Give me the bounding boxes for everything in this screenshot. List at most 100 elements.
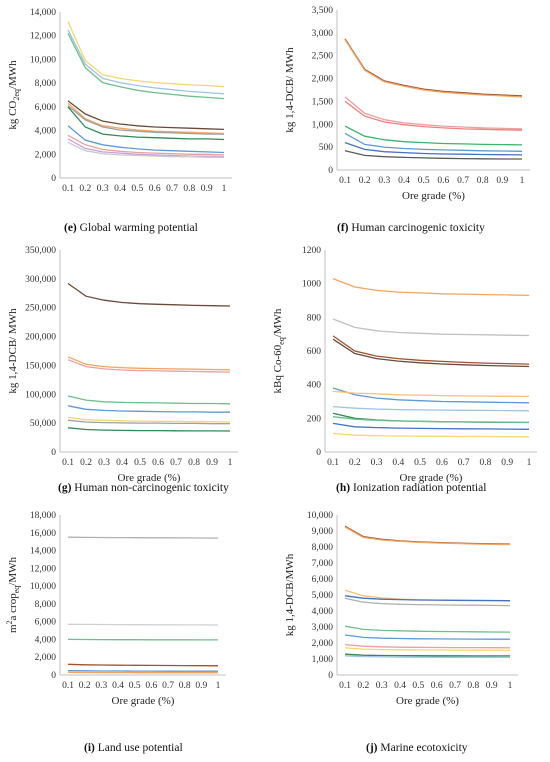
series-line-6 — [344, 132, 523, 152]
series-line-2 — [67, 356, 231, 371]
y-tick-label: 0 — [328, 671, 333, 681]
x-tick-label: 0.4 — [114, 184, 126, 194]
series-line-2 — [344, 526, 511, 546]
series-line-4 — [332, 338, 530, 368]
x-tick-label: 0.5 — [418, 176, 430, 186]
series-line-3 — [332, 335, 530, 365]
x-tick-label: 0.4 — [394, 681, 406, 691]
caption-g: (g) Human non-carcinogenic toxicity — [58, 482, 229, 494]
series-line-4 — [67, 100, 225, 131]
y-tick-label: 5,000 — [312, 591, 334, 601]
series-line-11 — [332, 432, 530, 438]
y-tick-label: 2,500 — [312, 52, 334, 62]
y-tick-label: 1,000 — [312, 120, 334, 130]
y-tick-label: 2,000 — [312, 75, 334, 85]
series-line-8 — [67, 427, 231, 432]
x-tick-label: 0.6 — [436, 458, 448, 468]
caption-text: Marine ecotoxicity — [380, 742, 468, 754]
caption-text: Ionization radiation potential — [352, 482, 487, 494]
y-tick-label: 6,000 — [35, 103, 57, 113]
y-tick-label: 200 — [307, 414, 322, 424]
y-tick-label: 4,000 — [312, 607, 334, 617]
y-tick-label: 8,000 — [35, 79, 57, 89]
series-line-7 — [344, 634, 510, 640]
y-axis-label: kg CO2eq/MWh — [7, 60, 21, 130]
y-tick-label: 500 — [319, 143, 334, 153]
x-tick-label: 0.6 — [152, 458, 164, 468]
chart-f: 0 500 1,000 1,500 2,000 2,500 3,000 3,500 0.1 0.2… — [284, 6, 530, 202]
y-tick-label: 150,000 — [25, 361, 56, 371]
y-tick-label: 10,000 — [30, 582, 56, 592]
series-line-9 — [67, 134, 225, 156]
y-tick-label: 2,000 — [35, 150, 57, 160]
x-tick-label: 0.4 — [112, 681, 124, 691]
x-tick-label: 0.2 — [349, 458, 361, 468]
series-line-11 — [344, 655, 511, 659]
series-line-10 — [67, 138, 225, 158]
x-tick-label: 0.6 — [149, 184, 161, 194]
x-tick-label: 0.8 — [183, 184, 195, 194]
x-tick-label: 0.9 — [206, 458, 218, 468]
y-tick-label: 18,000 — [30, 511, 56, 521]
series-line-2 — [67, 29, 225, 95]
x-tick-label: 0.6 — [437, 176, 449, 186]
x-tick-label: 0.4 — [116, 458, 128, 468]
x-tick-label: 1 — [508, 681, 513, 691]
y-tick-label: 0 — [51, 448, 56, 458]
y-tick-label: 6,000 — [312, 575, 334, 585]
series-line-7 — [332, 405, 530, 412]
series-line-1 — [332, 277, 530, 297]
series-line-10 — [332, 422, 530, 430]
series-line-7 — [67, 419, 230, 425]
chart-h: 0 200 400 600 800 1000 1200 0.1 0.2 0.3 0.4 0.5 0.6 0… — [272, 246, 537, 484]
y-tick-label: 600 — [307, 347, 322, 357]
series-line-5 — [67, 405, 230, 413]
caption-text: Global warming potential — [79, 222, 198, 234]
x-tick-label: 0.7 — [166, 184, 178, 194]
y-tick-label: 14,000 — [30, 547, 56, 557]
y-tick-label: 350,000 — [25, 246, 56, 256]
series-line-5 — [344, 597, 511, 607]
x-tick-label: 0.5 — [131, 184, 143, 194]
series-line-4 — [344, 595, 511, 602]
series-line-1 — [67, 282, 231, 307]
series-line-5 — [332, 387, 530, 404]
x-tick-label: 0.4 — [392, 458, 404, 468]
x-tick-label: 0.9 — [501, 458, 513, 468]
caption-letter: (e) — [64, 222, 77, 234]
y-tick-label: 300,000 — [25, 275, 56, 285]
y-tick-label: 2,000 — [312, 639, 334, 649]
x-tick-label: 0.1 — [327, 458, 339, 468]
x-tick-label: 0.2 — [79, 681, 91, 691]
caption-f: (f) Human carcinogenic toxicity — [337, 222, 485, 234]
series-line-2 — [67, 623, 219, 626]
caption-letter: (h) — [336, 482, 351, 494]
y-tick-label: 3,500 — [312, 6, 334, 16]
x-tick-label: 0.2 — [357, 681, 369, 691]
caption-text: Human carcinogenic toxicity — [351, 222, 485, 234]
chart-e: 0 2,000 4,000 6,000 8,000 10,000 12,000 14,000 0… — [7, 8, 232, 194]
y-tick-label: 10,000 — [30, 55, 56, 65]
series-line-10 — [344, 653, 510, 657]
y-tick-label: 12,000 — [30, 32, 56, 42]
series-line-4 — [67, 663, 219, 667]
y-tick-label: 3,000 — [312, 29, 334, 39]
caption-letter: (i) — [84, 742, 95, 754]
series-line-2 — [332, 318, 530, 337]
series-line-8 — [67, 125, 225, 154]
y-tick-label: 16,000 — [30, 529, 56, 539]
x-axis-label: Ore grade (%) — [402, 190, 465, 202]
x-tick-label: 0.2 — [359, 176, 371, 186]
x-tick-label: 0.8 — [467, 681, 479, 691]
y-axis-label: kg 1,4-DCB/ MWh — [7, 308, 19, 394]
x-tick-label: 0.9 — [496, 176, 508, 186]
series-line-1 — [344, 525, 511, 545]
caption-h: (h) Ionization radiation potential — [336, 482, 486, 494]
chart-i: 0 2,000 4,000 6,000 8,000 10,000 12,000 14,000 1… — [5, 511, 226, 707]
x-tick-label: 0.9 — [195, 681, 207, 691]
series-line-8 — [344, 643, 511, 649]
y-tick-label: 1,500 — [312, 97, 334, 107]
x-tick-label: 0.3 — [371, 458, 383, 468]
series-line-2 — [344, 39, 523, 98]
series-line-9 — [344, 647, 511, 651]
